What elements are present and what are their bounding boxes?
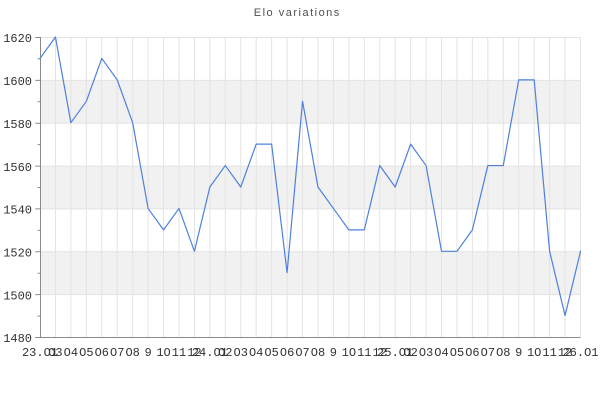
svg-text:O3: O3: [419, 346, 433, 360]
svg-text:O7: O7: [481, 346, 495, 360]
svg-text:9: 9: [515, 346, 522, 360]
svg-text:26.O1: 26.O1: [562, 346, 598, 360]
svg-text:1O: 1O: [156, 346, 170, 360]
svg-text:1580: 1580: [3, 118, 32, 132]
svg-text:12: 12: [187, 346, 201, 360]
svg-text:O3: O3: [48, 346, 62, 360]
svg-text:11: 11: [172, 346, 186, 360]
svg-text:O7: O7: [295, 346, 309, 360]
svg-text:1O: 1O: [342, 346, 356, 360]
svg-text:12: 12: [373, 346, 387, 360]
svg-text:O6: O6: [95, 346, 109, 360]
svg-text:O8: O8: [496, 346, 510, 360]
svg-text:O2: O2: [403, 346, 417, 360]
svg-text:12: 12: [558, 346, 572, 360]
svg-text:O5: O5: [79, 346, 93, 360]
svg-text:1560: 1560: [3, 161, 32, 175]
svg-text:23.O1: 23.O1: [22, 346, 58, 360]
svg-text:O6: O6: [465, 346, 479, 360]
svg-text:O4: O4: [434, 346, 448, 360]
svg-text:O6: O6: [280, 346, 294, 360]
svg-text:1O: 1O: [527, 346, 541, 360]
svg-text:1520: 1520: [3, 246, 32, 260]
svg-text:O8: O8: [125, 346, 139, 360]
svg-text:11: 11: [542, 346, 556, 360]
svg-text:O7: O7: [110, 346, 124, 360]
svg-text:1600: 1600: [3, 75, 32, 89]
svg-text:9: 9: [330, 346, 337, 360]
svg-text:O4: O4: [249, 346, 263, 360]
svg-text:24.O1: 24.O1: [192, 346, 228, 360]
svg-text:O2: O2: [218, 346, 232, 360]
svg-text:O8: O8: [311, 346, 325, 360]
svg-text:1480: 1480: [3, 332, 32, 346]
svg-text:Elo variations: Elo variations: [254, 7, 341, 19]
svg-text:1620: 1620: [3, 32, 32, 46]
svg-text:11: 11: [357, 346, 371, 360]
svg-text:1500: 1500: [3, 289, 32, 303]
svg-text:25.O1: 25.O1: [377, 346, 413, 360]
svg-text:O5: O5: [450, 346, 464, 360]
svg-text:O3: O3: [234, 346, 248, 360]
svg-text:O5: O5: [264, 346, 278, 360]
svg-text:O4: O4: [64, 346, 78, 360]
svg-text:1540: 1540: [3, 204, 32, 218]
svg-text:9: 9: [144, 346, 151, 360]
